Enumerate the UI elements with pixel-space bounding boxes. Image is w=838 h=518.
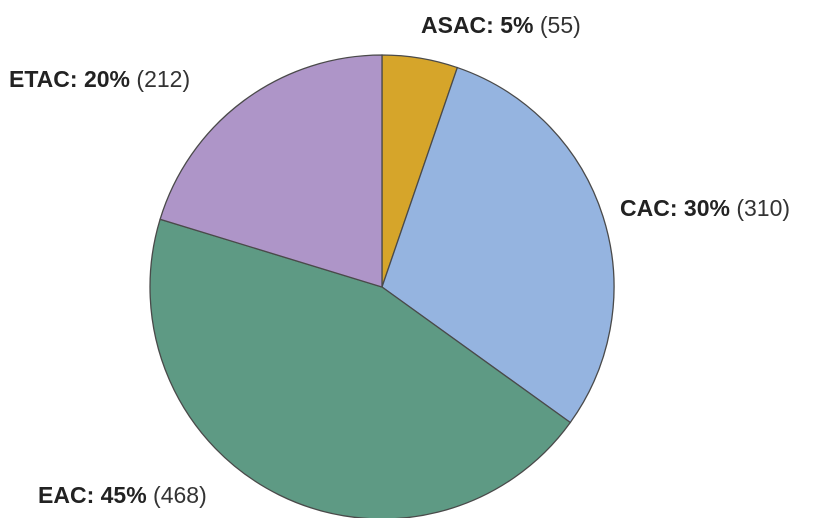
pie-slice-etac [159, 54, 383, 288]
slice-label-percent: 30% [684, 195, 730, 221]
slice-label-name: CAC [620, 195, 670, 221]
slice-label-count: (310) [730, 195, 790, 221]
slice-label-separator: : [70, 66, 84, 92]
slice-label-eac: EAC: 45% (468) [38, 482, 207, 508]
pie-slice-cac [381, 66, 615, 424]
slice-label-percent: 20% [84, 66, 130, 92]
pie-slice-eac [149, 218, 572, 518]
slice-label-count: (212) [130, 66, 190, 92]
slice-label-name: ETAC [9, 66, 70, 92]
slice-label-separator: : [486, 12, 500, 38]
slice-label-separator: : [670, 195, 684, 221]
slice-label-name: EAC [38, 482, 87, 508]
slice-label-cac: CAC: 30% (310) [620, 195, 790, 221]
slice-label-count: (55) [533, 12, 580, 38]
slice-label-asac: ASAC: 5% (55) [421, 12, 581, 38]
slice-label-etac: ETAC: 20% (212) [9, 66, 190, 92]
pie-slices [149, 54, 615, 518]
slice-label-percent: 45% [101, 482, 147, 508]
slice-label-name: ASAC [421, 12, 486, 38]
slice-labels: ASAC: 5% (55) CAC: 30% (310) EAC: 45% (468… [9, 12, 790, 508]
slice-label-percent: 5% [500, 12, 533, 38]
slice-label-separator: : [87, 482, 101, 508]
slice-label-count: (468) [147, 482, 207, 508]
